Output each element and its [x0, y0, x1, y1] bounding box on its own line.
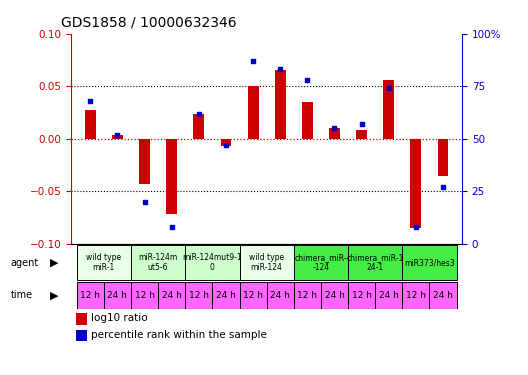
Bar	[348, 245, 402, 280]
Bar	[383, 80, 394, 139]
Bar	[248, 86, 259, 139]
Bar	[131, 282, 158, 309]
Text: chimera_miR-
-124: chimera_miR- -124	[295, 253, 347, 272]
Bar	[240, 282, 267, 309]
Text: 24 h: 24 h	[216, 291, 236, 300]
Text: 24 h: 24 h	[162, 291, 182, 300]
Bar	[77, 245, 131, 280]
Bar	[321, 282, 348, 309]
Bar	[104, 282, 131, 309]
Bar	[112, 135, 123, 139]
Text: wild type
miR-1: wild type miR-1	[86, 253, 121, 272]
Bar	[185, 245, 240, 280]
Bar	[375, 282, 402, 309]
Text: log10 ratio: log10 ratio	[91, 314, 148, 324]
Bar	[402, 282, 429, 309]
Bar	[139, 139, 150, 184]
Bar	[166, 139, 177, 214]
Text: 24 h: 24 h	[379, 291, 399, 300]
Text: chimera_miR-1
24-1: chimera_miR-1 24-1	[346, 253, 404, 272]
Point	[330, 125, 338, 131]
Point	[357, 121, 366, 127]
Text: time: time	[11, 290, 33, 300]
Bar	[302, 102, 313, 139]
Point	[276, 66, 285, 72]
Text: 24 h: 24 h	[433, 291, 453, 300]
Text: miR373/hes3: miR373/hes3	[404, 258, 455, 267]
Text: 12 h: 12 h	[352, 291, 372, 300]
Text: 12 h: 12 h	[135, 291, 155, 300]
Bar	[193, 114, 204, 139]
Text: miR-124m
ut5-6: miR-124m ut5-6	[138, 253, 178, 272]
Text: agent: agent	[11, 258, 39, 267]
Bar	[76, 330, 87, 341]
Bar	[410, 139, 421, 228]
Text: percentile rank within the sample: percentile rank within the sample	[91, 330, 267, 340]
Point	[412, 224, 420, 230]
Text: ▶: ▶	[50, 290, 59, 300]
Bar	[221, 139, 231, 146]
Bar	[402, 245, 457, 280]
Point	[86, 98, 95, 104]
Bar	[267, 282, 294, 309]
Text: 24 h: 24 h	[270, 291, 290, 300]
Bar	[348, 282, 375, 309]
Bar	[329, 128, 340, 139]
Text: 24 h: 24 h	[108, 291, 127, 300]
Bar	[294, 282, 321, 309]
Point	[113, 132, 121, 138]
Text: 12 h: 12 h	[297, 291, 317, 300]
Point	[167, 224, 176, 230]
Bar	[131, 245, 185, 280]
Text: ▶: ▶	[50, 258, 59, 267]
Bar	[76, 313, 87, 324]
Bar	[240, 245, 294, 280]
Text: 12 h: 12 h	[406, 291, 426, 300]
Text: 12 h: 12 h	[189, 291, 209, 300]
Point	[303, 77, 312, 83]
Bar	[429, 282, 457, 309]
Bar	[85, 110, 96, 139]
Point	[439, 184, 447, 190]
Text: wild type
miR-124: wild type miR-124	[249, 253, 284, 272]
Point	[222, 142, 230, 148]
Text: miR-124mut9-1
0: miR-124mut9-1 0	[183, 253, 242, 272]
Point	[384, 86, 393, 92]
Bar	[294, 245, 348, 280]
Text: 12 h: 12 h	[243, 291, 263, 300]
Bar	[438, 139, 448, 176]
Bar	[158, 282, 185, 309]
Point	[140, 199, 149, 205]
Bar	[77, 282, 104, 309]
Text: 24 h: 24 h	[325, 291, 344, 300]
Point	[195, 111, 203, 117]
Bar	[356, 130, 367, 139]
Text: 12 h: 12 h	[80, 291, 100, 300]
Point	[249, 58, 257, 64]
Bar	[275, 70, 286, 139]
Text: GDS1858 / 10000632346: GDS1858 / 10000632346	[61, 16, 237, 30]
Bar	[212, 282, 240, 309]
Bar	[185, 282, 212, 309]
